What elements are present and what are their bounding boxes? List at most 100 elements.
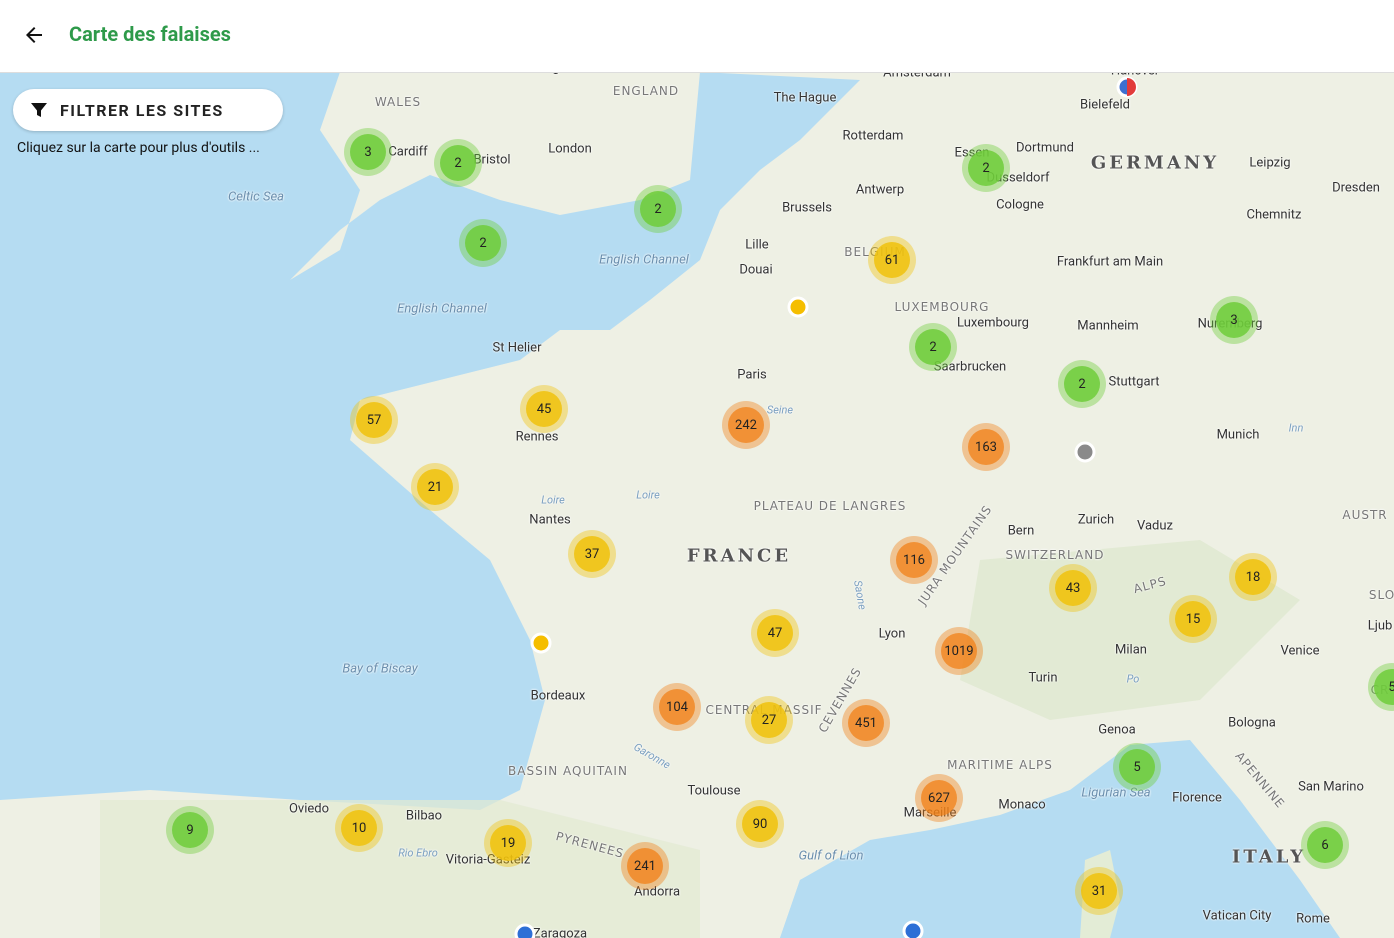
map-label: Munich (1216, 427, 1260, 443)
cluster[interactable]: 21 (411, 463, 459, 511)
map-label: Frankfurt am Main (1056, 254, 1164, 270)
cluster-count: 2 (440, 145, 476, 181)
cluster[interactable]: 242 (722, 401, 770, 449)
map-label: Luxembourg (957, 315, 1029, 331)
cluster[interactable]: 627 (915, 774, 963, 822)
map-label: SLO (1368, 588, 1394, 602)
cluster[interactable]: 2 (434, 139, 482, 187)
cluster[interactable]: 18 (1229, 553, 1277, 601)
cluster-count: 2 (1064, 366, 1100, 402)
map-label: PLATEAU DE LANGRES (753, 499, 907, 513)
map-label: Celtic Sea (228, 189, 284, 205)
cluster[interactable]: 27 (745, 696, 793, 744)
cluster[interactable]: 104 (653, 683, 701, 731)
back-button[interactable] (22, 23, 46, 47)
map-label: Loire (636, 488, 660, 502)
cluster-count: 27 (751, 702, 787, 738)
cluster-count: 61 (874, 242, 910, 278)
cluster[interactable]: 61 (868, 236, 916, 284)
cluster[interactable]: 3 (1210, 296, 1258, 344)
cluster[interactable]: 57 (350, 396, 398, 444)
cluster[interactable]: 163 (962, 423, 1010, 471)
map-label: Rio Ebro (398, 846, 438, 860)
map-label: Nantes (529, 512, 571, 528)
marker[interactable] (530, 632, 552, 654)
cluster[interactable]: 6 (1301, 821, 1349, 869)
map-label: Dresden (1332, 180, 1380, 196)
map-label: Bay of Biscay (342, 661, 418, 677)
cluster-count: 43 (1055, 570, 1091, 606)
map-label: Lyon (878, 626, 906, 642)
cluster[interactable]: 2 (459, 219, 507, 267)
map-label: LUXEMBOURG (894, 300, 990, 314)
cluster-count: 116 (896, 542, 932, 578)
cluster-count: 5 (1374, 669, 1394, 705)
map-label: Rome (1296, 911, 1330, 927)
cluster-count: 45 (526, 391, 562, 427)
cluster[interactable]: 116 (890, 536, 938, 584)
cluster[interactable]: 451 (842, 699, 890, 747)
cluster[interactable]: 1019 (935, 627, 983, 675)
cluster-count: 37 (574, 536, 610, 572)
map-label: Seine (766, 403, 794, 417)
title: Carte des falaises (69, 22, 231, 46)
cluster-count: 1019 (941, 633, 977, 669)
cluster[interactable]: 19 (484, 819, 532, 867)
map-label: Lille (745, 237, 769, 253)
cluster[interactable]: 45 (520, 385, 568, 433)
cluster-count: 3 (350, 134, 386, 170)
cluster[interactable]: 2 (634, 185, 682, 233)
map-label: Rennes (515, 429, 559, 445)
map-label: Chemnitz (1246, 207, 1302, 223)
map-label: Bilbao (405, 808, 443, 824)
cluster-count: 2 (915, 329, 951, 365)
cluster[interactable]: 2 (1058, 360, 1106, 408)
markers (514, 76, 1138, 938)
map-label: Po (1126, 672, 1140, 686)
map-label: Bern (1007, 523, 1035, 539)
cluster[interactable]: 2 (962, 144, 1010, 192)
cluster[interactable]: 10 (335, 804, 383, 852)
map-label: Vatican City (1202, 908, 1272, 924)
cluster[interactable]: 5 (1113, 743, 1161, 791)
marker[interactable] (787, 296, 809, 318)
cluster-count: 241 (627, 848, 663, 884)
cluster[interactable]: 37 (568, 530, 616, 578)
marker[interactable] (514, 923, 536, 938)
cluster[interactable]: 90 (736, 800, 784, 848)
cluster-count: 2 (640, 191, 676, 227)
cluster[interactable]: 2 (909, 323, 957, 371)
map-label: AUSTR (1342, 508, 1388, 522)
map-label: ITALY (1231, 846, 1307, 868)
cluster-count: 18 (1235, 559, 1271, 595)
map-label: London (548, 141, 592, 157)
map-label: Amsterdam (883, 72, 951, 81)
map-label: Bielefeld (1080, 97, 1130, 113)
cluster[interactable]: 9 (166, 806, 214, 854)
map-label: Zurich (1077, 512, 1115, 528)
map-label: Genoa (1098, 722, 1136, 738)
cluster-count: 5 (1119, 749, 1155, 785)
cluster[interactable]: 31 (1075, 867, 1123, 915)
filter-button[interactable]: FILTRER LES SITES (13, 89, 283, 131)
map-label: FRANCE (686, 545, 792, 567)
map-label: Brussels (782, 200, 832, 216)
map-label: Vaduz (1136, 518, 1174, 534)
cluster[interactable]: 3 (344, 128, 392, 176)
cluster[interactable]: 15 (1169, 595, 1217, 643)
map[interactable]: Birmingham WALES ENGLAND Amsterdam Hanover Th… (0, 72, 1394, 938)
cluster-count: 163 (968, 429, 1004, 465)
marker[interactable] (902, 920, 924, 938)
cluster[interactable]: 43 (1049, 564, 1097, 612)
map-label: MARITIME ALPS (947, 758, 1053, 772)
map-label: GERMANY (1090, 152, 1220, 174)
marker[interactable] (1074, 441, 1096, 463)
map-label: Venice (1280, 643, 1320, 659)
map-label: WALES (374, 95, 422, 109)
map-label: BASSIN AQUITAIN (508, 764, 628, 778)
map-label: Dortmund (1016, 140, 1074, 156)
cluster[interactable]: 47 (751, 609, 799, 657)
map-label: Douai (739, 262, 773, 278)
cluster[interactable]: 241 (621, 842, 669, 890)
map-label: Gulf of Lion (798, 848, 864, 864)
